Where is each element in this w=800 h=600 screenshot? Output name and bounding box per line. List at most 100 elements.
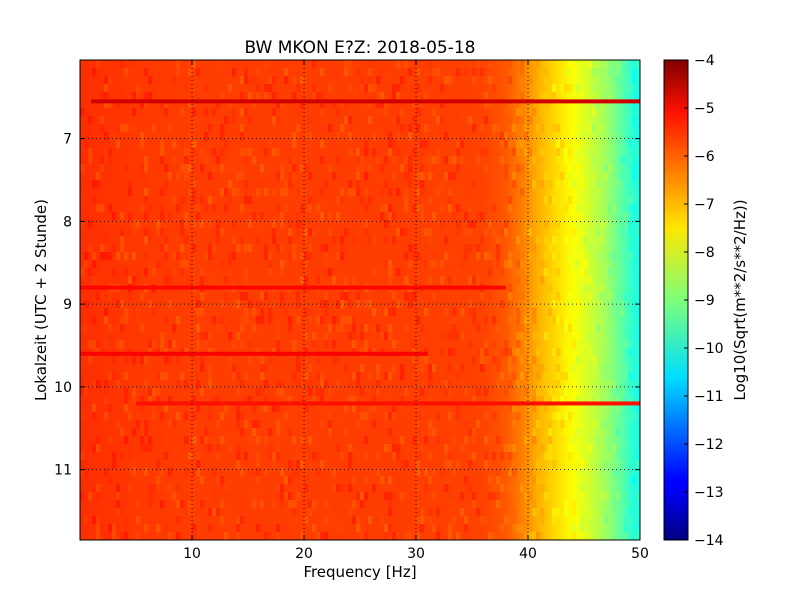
spectrogram-cell xyxy=(612,412,617,421)
spectrogram-cell xyxy=(596,276,601,285)
spectrogram-cell xyxy=(240,524,245,533)
spectrogram-cell xyxy=(580,532,585,541)
spectrogram-cell xyxy=(284,492,289,501)
spectrogram-cell xyxy=(268,388,273,397)
spectrogram-cell xyxy=(348,100,353,109)
spectrogram-cell xyxy=(460,508,465,517)
spectrogram-cell xyxy=(276,420,281,429)
spectrogram-cell xyxy=(540,484,545,493)
spectrogram-cell xyxy=(388,188,393,197)
spectrogram-cell xyxy=(576,84,581,93)
spectrogram-cell xyxy=(292,132,297,141)
spectrogram-cell xyxy=(120,428,125,437)
spectrogram-cell xyxy=(516,116,521,125)
spectrogram-cell xyxy=(380,516,385,525)
spectrogram-cell xyxy=(344,276,349,285)
spectrogram-cell xyxy=(616,124,621,133)
spectrogram-cell xyxy=(488,492,493,501)
spectrogram-cell xyxy=(576,116,581,125)
spectrogram-cell xyxy=(376,388,381,397)
spectrogram-cell xyxy=(388,508,393,517)
spectrogram-cell xyxy=(172,196,177,205)
spectrogram-cell xyxy=(84,468,89,477)
spectrogram-cell xyxy=(304,164,309,173)
spectrogram-cell xyxy=(224,532,229,541)
spectrogram-cell xyxy=(116,500,121,509)
spectrogram-cell xyxy=(148,172,153,181)
spectrogram-cell xyxy=(384,156,389,165)
energy-band-segment xyxy=(434,285,443,290)
spectrogram-cell xyxy=(624,364,629,373)
spectrogram-cell xyxy=(396,340,401,349)
spectrogram-cell xyxy=(404,308,409,317)
spectrogram-cell xyxy=(144,188,149,197)
energy-band-segment xyxy=(472,401,481,406)
spectrogram-cell xyxy=(360,412,365,421)
spectrogram-cell xyxy=(300,188,305,197)
spectrogram-cell xyxy=(608,444,613,453)
spectrogram-cell xyxy=(112,340,117,349)
spectrogram-cell xyxy=(444,68,449,77)
spectrogram-cell xyxy=(344,404,349,413)
spectrogram-cell xyxy=(560,300,565,309)
spectrogram-cell xyxy=(324,252,329,261)
spectrogram-cell xyxy=(516,412,521,421)
spectrogram-cell xyxy=(420,148,425,157)
energy-band-segment xyxy=(399,285,407,290)
spectrogram-cell xyxy=(364,204,369,213)
spectrogram-cell xyxy=(540,124,545,133)
spectrogram-cell xyxy=(452,252,457,261)
spectrogram-cell xyxy=(564,132,569,141)
spectrogram-cell xyxy=(412,372,417,381)
energy-band-segment xyxy=(143,285,152,290)
spectrogram-cell xyxy=(492,340,497,349)
spectrogram-cell xyxy=(552,60,557,69)
spectrogram-cell xyxy=(600,436,605,445)
spectrogram-cell xyxy=(380,508,385,517)
spectrogram-cell xyxy=(120,452,125,461)
energy-band-segment xyxy=(575,99,586,104)
spectrogram-cell xyxy=(488,76,493,85)
spectrogram-cell xyxy=(600,100,605,109)
spectrogram-cell xyxy=(228,116,233,125)
spectrogram-cell xyxy=(428,172,433,181)
energy-band-segment xyxy=(566,99,577,104)
spectrogram-cell xyxy=(440,236,445,245)
spectrogram-cell xyxy=(556,172,561,181)
spectrogram-cell xyxy=(116,100,121,109)
spectrogram-cell xyxy=(108,156,113,165)
spectrogram-cell xyxy=(104,92,109,101)
spectrogram-cell xyxy=(584,340,589,349)
spectrogram-cell xyxy=(572,68,577,77)
spectrogram-cell xyxy=(300,204,305,213)
spectrogram-cell xyxy=(308,380,313,389)
spectrogram-cell xyxy=(348,460,353,469)
spectrogram-cell xyxy=(144,428,149,437)
spectrogram-cell xyxy=(240,148,245,157)
spectrogram-cell xyxy=(408,260,413,269)
spectrogram-cell xyxy=(204,132,209,141)
spectrogram-cell xyxy=(96,444,101,453)
spectrogram-cell xyxy=(344,212,349,221)
spectrogram-cell xyxy=(456,204,461,213)
spectrogram-cell xyxy=(520,172,525,181)
spectrogram-cell xyxy=(168,172,173,181)
spectrogram-cell xyxy=(448,412,453,421)
spectrogram-cell xyxy=(136,412,141,421)
spectrogram-cell xyxy=(468,228,473,237)
spectrogram-cell xyxy=(124,396,129,405)
spectrogram-cell xyxy=(512,124,517,133)
spectrogram-cell xyxy=(556,316,561,325)
spectrogram-cell xyxy=(504,444,509,453)
spectrogram-cell xyxy=(532,500,537,509)
spectrogram-cell xyxy=(476,212,481,221)
spectrogram-cell xyxy=(536,348,541,357)
spectrogram-cell xyxy=(508,204,513,213)
spectrogram-cell xyxy=(388,356,393,365)
spectrogram-cell xyxy=(520,116,525,125)
spectrogram-cell xyxy=(588,332,593,341)
spectrogram-cell xyxy=(588,508,593,517)
spectrogram-cell xyxy=(564,156,569,165)
spectrogram-cell xyxy=(508,348,513,357)
